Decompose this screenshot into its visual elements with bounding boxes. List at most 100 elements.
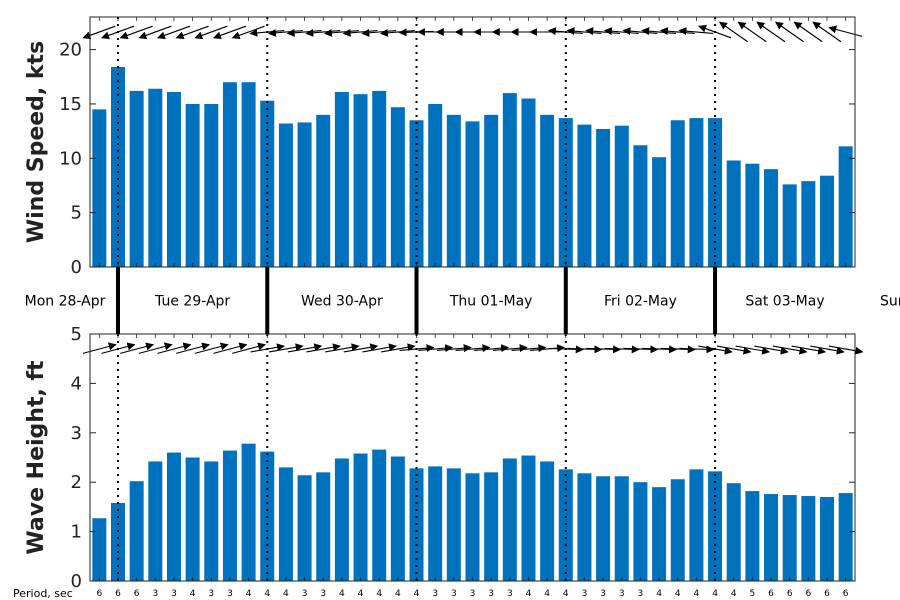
wave-direction-arrow [306, 343, 341, 353]
wind-ytick-label: 15 [59, 94, 82, 115]
period-value: 4 [190, 589, 196, 599]
wave-direction-arrow [138, 342, 173, 354]
day-label: Sun [880, 294, 900, 310]
wind-bar [316, 114, 331, 267]
wind-bar [92, 109, 107, 267]
period-value: 4 [264, 589, 270, 599]
day-label: Wed 30-Apr [301, 294, 383, 310]
period-value: 6 [843, 589, 849, 599]
wave-direction-arrow [287, 343, 323, 353]
wind-direction-arrow [361, 28, 397, 37]
period-value: 4 [544, 589, 550, 599]
period-value: 3 [227, 589, 233, 599]
period-value: 3 [451, 589, 457, 599]
period-value: 3 [488, 589, 494, 599]
wave-bar [278, 467, 293, 581]
wave-bar [428, 466, 443, 581]
wave-bar [316, 472, 331, 581]
wind-axes-frame [89, 16, 856, 268]
wave-direction-arrow [232, 342, 266, 354]
wave-direction-arrow [660, 345, 696, 354]
period-value: 3 [638, 589, 644, 599]
wind-bar [614, 125, 629, 267]
wind-bar [390, 107, 405, 267]
wave-direction-arrow [604, 345, 640, 354]
wave-direction-arrow [474, 344, 510, 353]
wave-bar [148, 461, 163, 581]
wave-direction-arrow [325, 343, 360, 353]
wave-direction-arrow [176, 342, 211, 354]
wind-direction-arrow [718, 21, 748, 43]
wind-bar [129, 90, 144, 267]
wave-direction-arrow [548, 345, 584, 354]
wind-direction-arrow [305, 28, 341, 37]
wind-direction-arrow [82, 25, 116, 40]
wave-ytick-label: 3 [71, 423, 82, 444]
wave-bar [502, 458, 517, 581]
period-value: 4 [656, 589, 662, 599]
wave-direction-arrow [492, 344, 528, 353]
wind-direction-arrow [603, 27, 639, 36]
wave-direction-arrow [194, 342, 229, 354]
wind-direction-arrow [756, 21, 786, 43]
period-value: 3 [582, 589, 588, 599]
wave-bar [614, 476, 629, 581]
wave-direction-arrow [623, 345, 659, 354]
wave-direction-arrow [213, 342, 248, 354]
wind-direction-arrow [659, 27, 695, 36]
wave-direction-arrow [716, 345, 752, 355]
wave-bar [670, 479, 685, 581]
wind-direction-arrow [812, 21, 842, 43]
wind-direction-arrow [194, 25, 228, 40]
period-value: 4 [358, 589, 364, 599]
wind-bar [222, 82, 237, 267]
wave-direction-arrow [791, 345, 827, 355]
period-value: 4 [414, 589, 420, 599]
wave-bar [353, 453, 368, 581]
wind-bar [166, 92, 181, 267]
wind-direction-arrow [101, 25, 135, 40]
period-value: 4 [526, 589, 532, 599]
period-value: 3 [208, 589, 214, 599]
period-value: 6 [787, 589, 793, 599]
wave-direction-arrow [567, 345, 603, 354]
wind-direction-arrow [698, 24, 732, 39]
wave-ytick-label: 5 [71, 324, 82, 345]
wave-direction-arrow [120, 342, 155, 354]
wind-bar [502, 93, 517, 267]
wind-direction-arrow [379, 28, 415, 37]
day-label: Tue 29-Apr [154, 294, 230, 310]
wave-direction-arrow [530, 344, 566, 353]
period-value: 3 [619, 589, 625, 599]
wind-direction-arrow [286, 28, 322, 37]
wave-ytick-label: 1 [71, 522, 82, 543]
wind-direction-arrow [342, 28, 378, 37]
wave-bar [745, 491, 760, 581]
wind-bar [484, 114, 499, 267]
wave-direction-arrow [511, 344, 547, 353]
wave-direction-arrow [269, 343, 304, 353]
wave-bar [708, 471, 723, 581]
wind-bar [652, 157, 667, 267]
period-value: 4 [376, 589, 382, 599]
wave-bar [838, 493, 853, 581]
wave-bar [820, 497, 835, 581]
wave-direction-arrow [642, 345, 678, 354]
wave-direction-arrow [455, 344, 491, 353]
period-value: 4 [694, 589, 700, 599]
wind-direction-arrow [737, 21, 767, 43]
period-value: 6 [805, 589, 811, 599]
period-value: 3 [320, 589, 326, 599]
wave-direction-arrow [418, 344, 454, 353]
day-label: Mon 28-Apr [25, 294, 106, 310]
period-value: 4 [246, 589, 252, 599]
period-value: 4 [395, 589, 401, 599]
wave-direction-arrow [343, 343, 379, 353]
period-value: 4 [675, 589, 681, 599]
wave-direction-arrow [828, 345, 864, 355]
wind-bar [764, 169, 779, 267]
wave-bar [334, 458, 349, 581]
wave-bar [372, 449, 387, 581]
wave-bar [577, 473, 592, 581]
